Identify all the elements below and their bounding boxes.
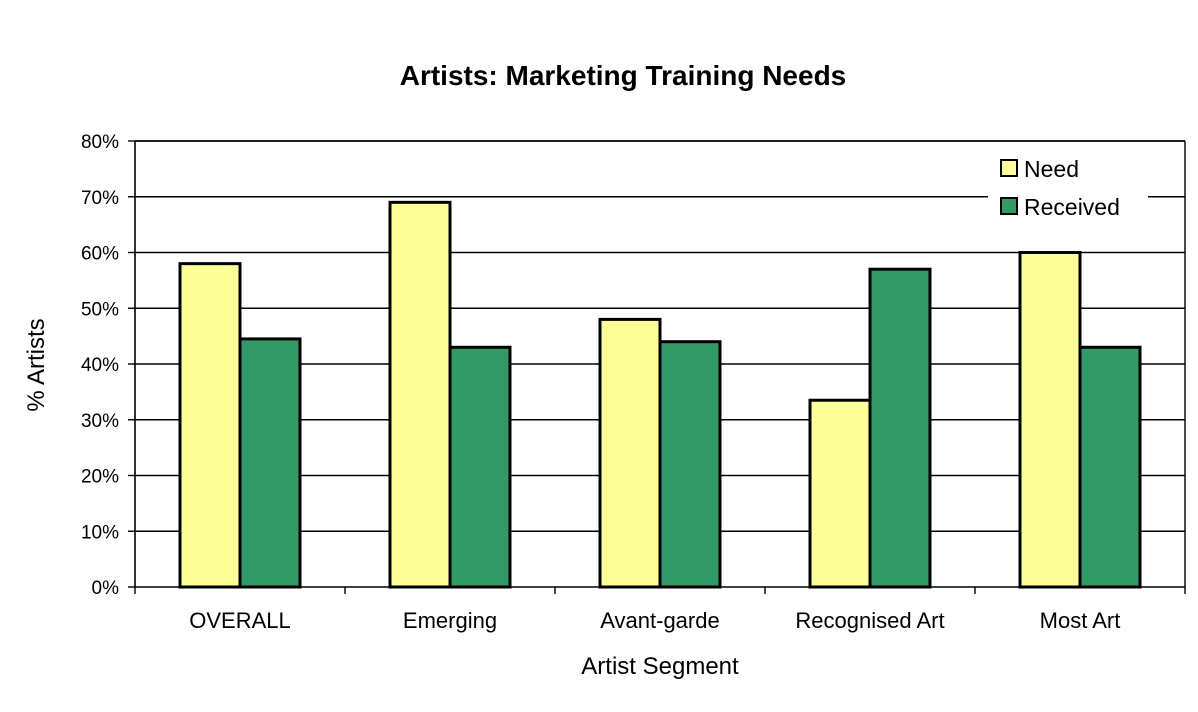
y-tick-label: 70%: [81, 188, 119, 209]
bar-received-overall: [240, 339, 300, 587]
bars: [180, 202, 1140, 587]
x-tick-label: Emerging: [403, 608, 497, 633]
y-tick-label: 80%: [81, 132, 119, 153]
y-tick-label: 20%: [81, 467, 119, 488]
bar-received-recognised-art: [870, 269, 930, 587]
bar-need-recognised-art: [810, 400, 870, 587]
x-tick-label: OVERALL: [189, 608, 291, 633]
x-tick-label: Recognised Art: [795, 608, 944, 633]
bar-need-most-art: [1020, 253, 1080, 588]
bar-received-emerging: [450, 347, 510, 587]
chart-title: Artists: Marketing Training Needs: [400, 60, 847, 91]
legend-label-received: Received: [1024, 194, 1120, 220]
y-tick-label: 10%: [81, 522, 119, 543]
bar-need-emerging: [390, 202, 450, 587]
legend-label-need: Need: [1024, 156, 1079, 182]
bar-need-overall: [180, 264, 240, 587]
y-tick-label: 40%: [81, 355, 119, 376]
x-tick-label: Avant-garde: [600, 608, 719, 633]
bar-received-most-art: [1080, 347, 1140, 587]
legend: Need Received: [988, 152, 1148, 228]
x-axis-label: Artist Segment: [581, 653, 739, 680]
y-axis-label: % Artists: [23, 318, 50, 411]
y-tick-label: 50%: [81, 299, 119, 320]
y-tick-label: 60%: [81, 244, 119, 265]
y-tick-label: 0%: [92, 578, 120, 599]
bar-need-avant-garde: [600, 319, 660, 587]
bar-received-avant-garde: [660, 342, 720, 587]
y-tick-label: 30%: [81, 411, 119, 432]
legend-swatch-need: [1001, 160, 1017, 176]
legend-swatch-received: [1001, 198, 1017, 214]
x-tick-label: Most Art: [1040, 608, 1121, 633]
